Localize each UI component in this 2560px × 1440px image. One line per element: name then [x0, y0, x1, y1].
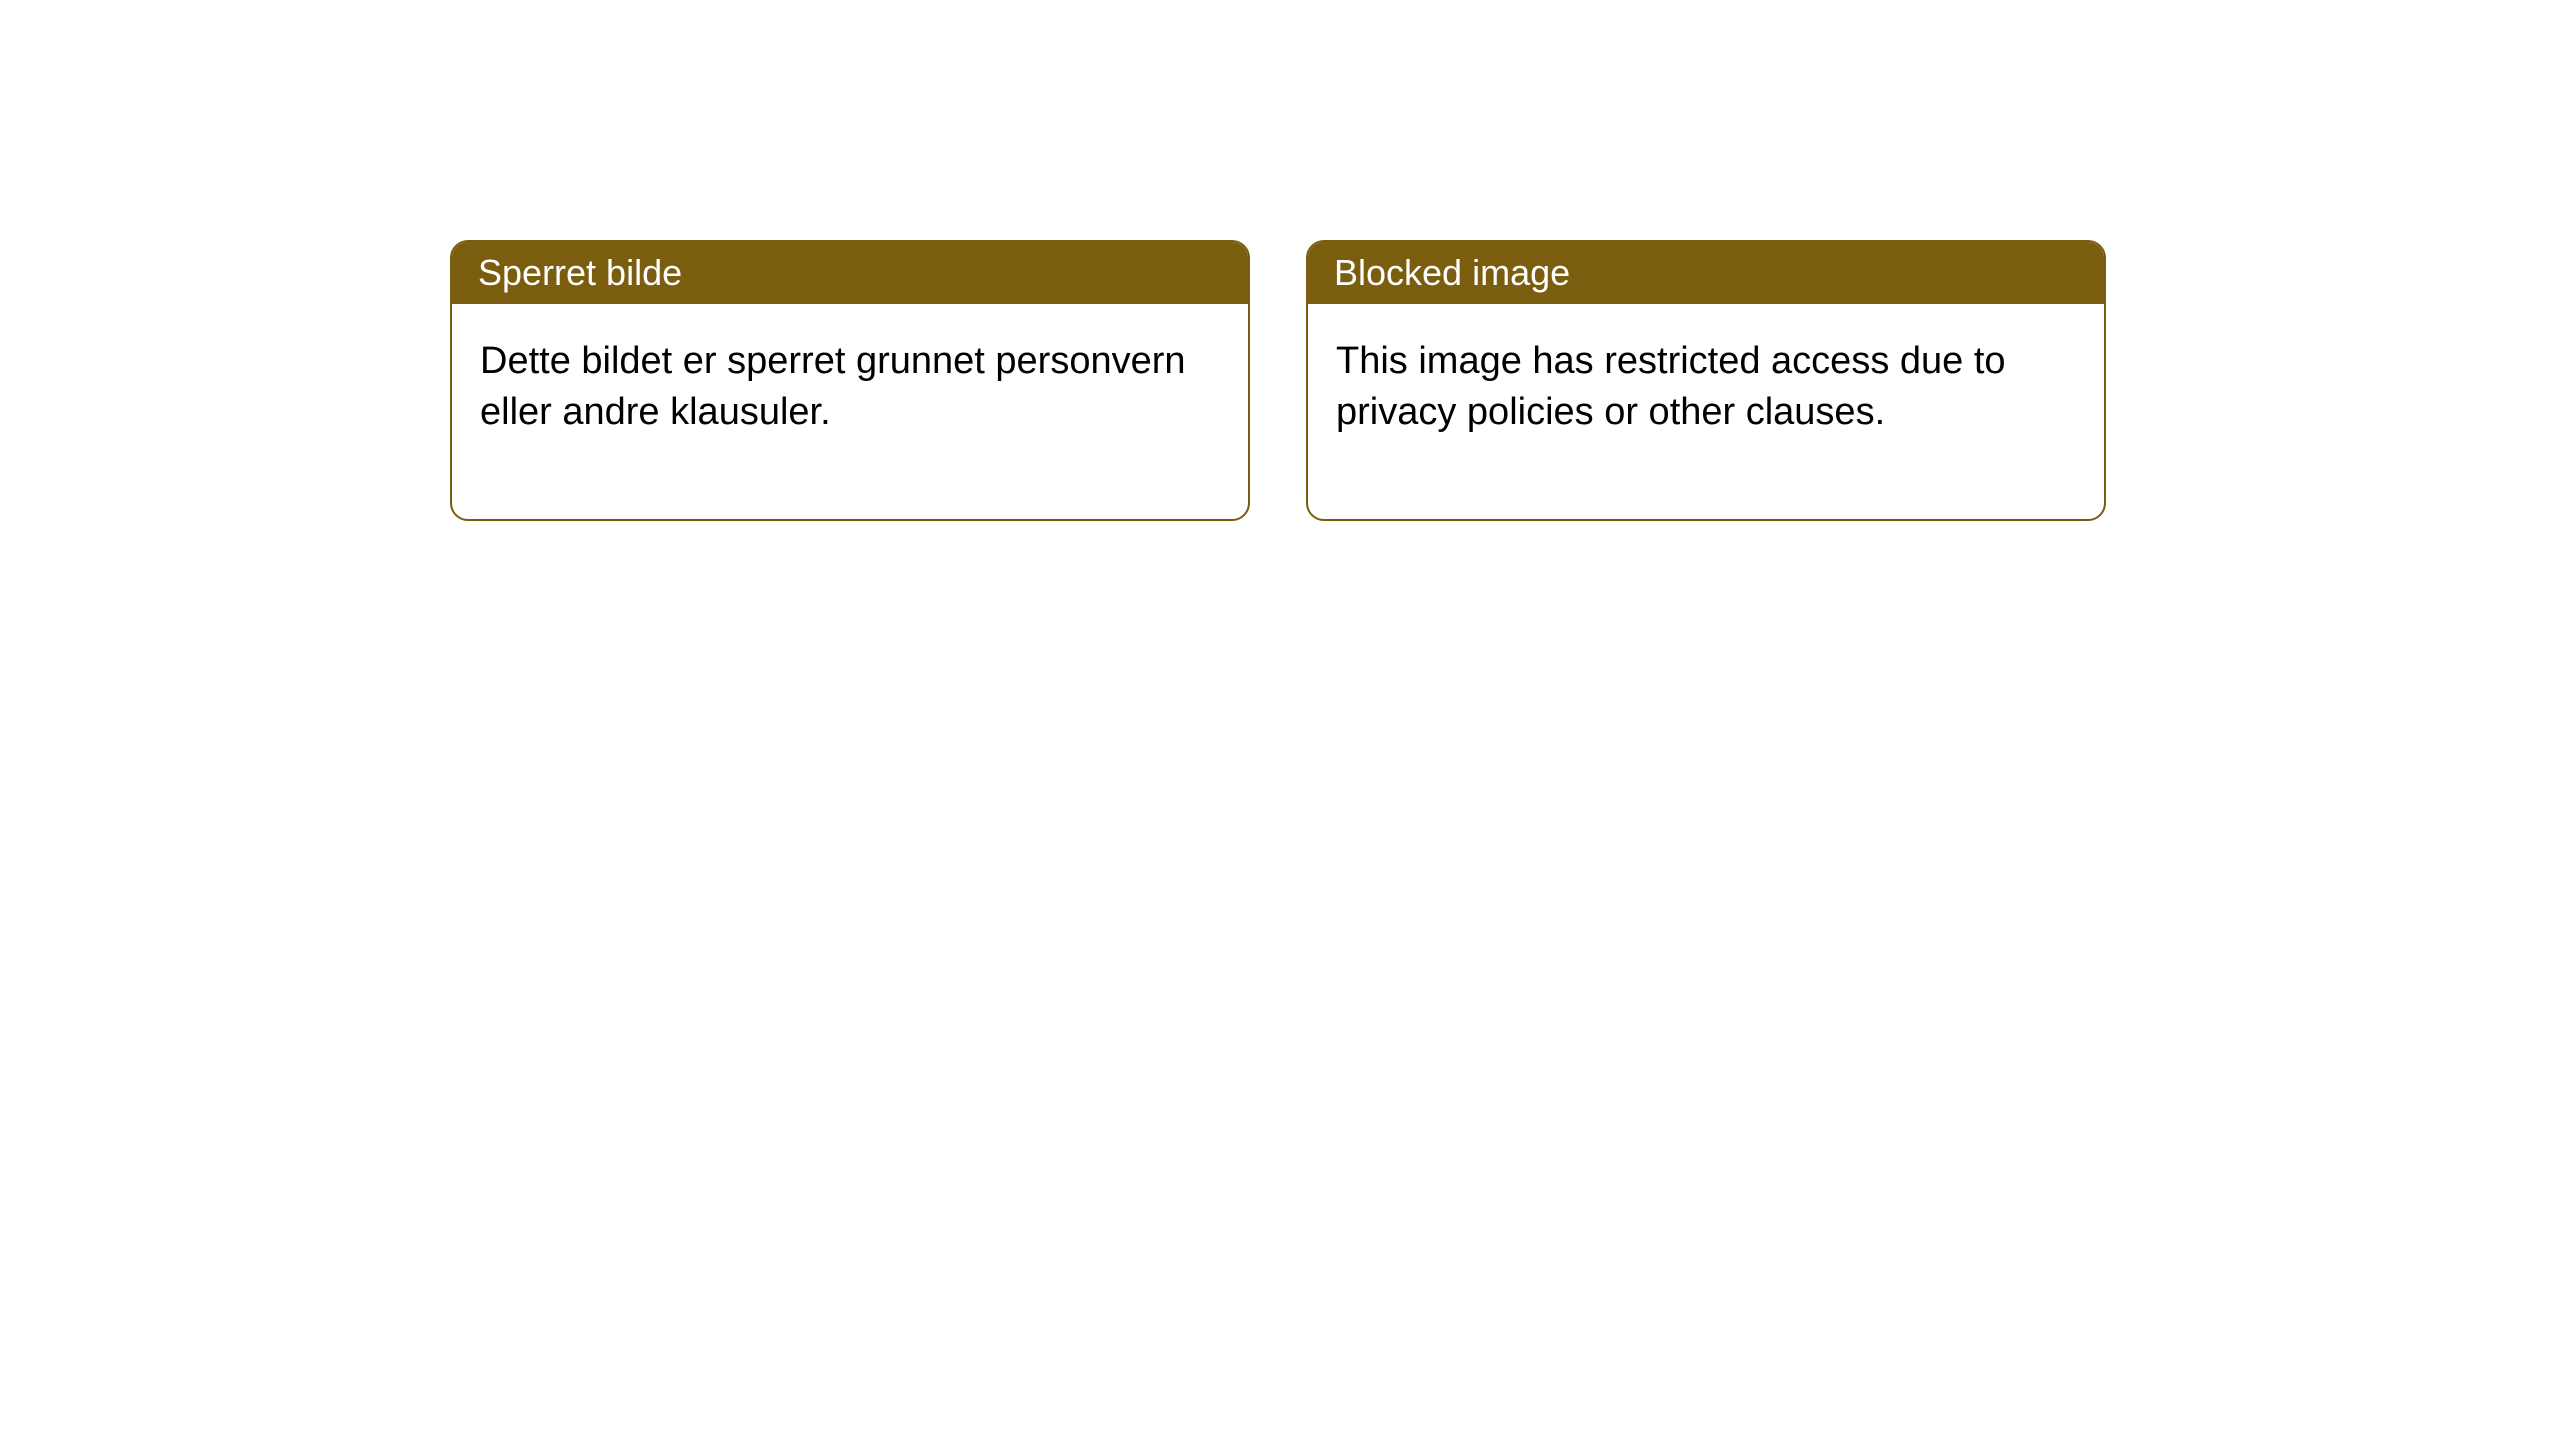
notice-body-english: This image has restricted access due to … — [1308, 304, 2104, 519]
notice-body-norwegian: Dette bildet er sperret grunnet personve… — [452, 304, 1248, 519]
notice-title-english: Blocked image — [1308, 242, 2104, 304]
notice-title-norwegian: Sperret bilde — [452, 242, 1248, 304]
notice-container: Sperret bilde Dette bildet er sperret gr… — [0, 0, 2560, 521]
notice-box-english: Blocked image This image has restricted … — [1306, 240, 2106, 521]
notice-box-norwegian: Sperret bilde Dette bildet er sperret gr… — [450, 240, 1250, 521]
